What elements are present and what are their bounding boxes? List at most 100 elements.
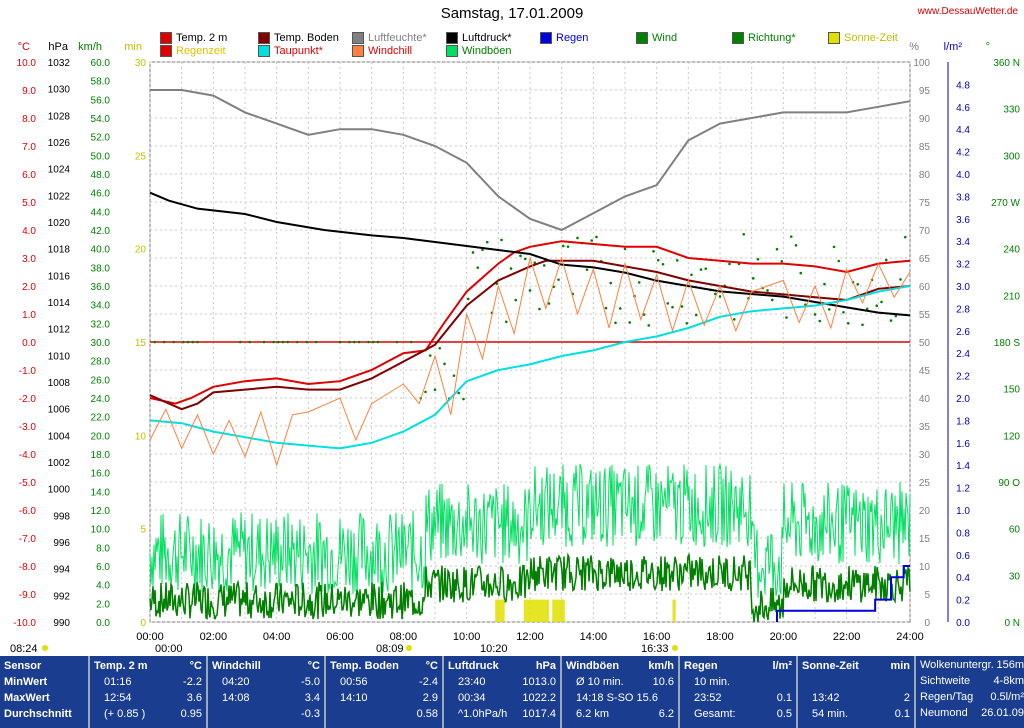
series-regen [776, 565, 910, 622]
axis-header-dir: ° [986, 41, 990, 53]
rain-tick: 1.8 [956, 416, 970, 427]
legend-label: Temp. 2 m [176, 32, 228, 44]
series-richtung-dot [661, 262, 665, 266]
hum-tick: 70 [919, 226, 931, 237]
legend-item-9: Wind [636, 32, 677, 44]
legend-label: Temp. Boden [274, 32, 339, 44]
dir-tick: 60 [1009, 525, 1021, 536]
legend-item-6: Luftdruck* [446, 32, 512, 44]
series-richtung-dot [846, 322, 850, 325]
legend-item-0: Temp. 2 m [160, 32, 227, 44]
series-richtung-dot [675, 259, 679, 262]
series-richtung-dot [671, 305, 674, 309]
series-richtung-dot [842, 310, 845, 314]
series-richtung-dot [476, 266, 480, 269]
extra-value-0: 156m [996, 659, 1024, 671]
series-richtung-dot [238, 340, 242, 344]
c-luftdruck-header: Luftdruck [448, 660, 499, 672]
wind-tick: 38.0 [91, 263, 111, 274]
stats-col-regen: Regen l/m² 10 min. 23:52 0.1 Gesamt: 0.5 [678, 656, 796, 728]
c-sonne-time-2: 54 min. [812, 708, 849, 720]
series-richtung-dot [500, 238, 503, 242]
press-tick: 990 [53, 618, 70, 629]
series-richtung-dot [680, 305, 684, 308]
c-sonne-value-2: 0.1 [894, 708, 910, 720]
hum-tick: 75 [919, 198, 931, 209]
series-richtung-dot [153, 340, 157, 344]
c-luftdruck-value-1: 1022.2 [522, 692, 556, 704]
c-luftdruck-time-2: ^1.0hPa/h [458, 708, 508, 720]
legend-swatch [446, 32, 458, 44]
series-richtung-dot [191, 340, 195, 344]
press-tick: 992 [53, 591, 70, 602]
x-tick: 10:00 [453, 631, 481, 643]
axis-header-wind: km/h [78, 41, 102, 53]
axis-header-hum: % [909, 41, 919, 53]
series-richtung-dot [614, 321, 617, 325]
legend-label: Regenzeit [176, 45, 226, 57]
press-tick: 1000 [48, 485, 71, 496]
rain-tick: 0.6 [956, 551, 970, 562]
extra-value-3: 26.01.09 [981, 707, 1024, 719]
series-richtung-dot [433, 388, 437, 392]
hum-tick: 50 [919, 338, 931, 349]
legend-label: Luftdruck* [462, 32, 512, 44]
c-temp2m-value-2: 0.95 [180, 708, 202, 720]
min-tick: 25 [135, 151, 147, 162]
wind-tick: 52.0 [91, 133, 111, 144]
series-richtung-dot [466, 297, 470, 301]
series-richtung-dot [704, 267, 708, 270]
wind-tick: 60.0 [91, 58, 111, 69]
series-richtung-dot [699, 268, 703, 271]
stats-col-boden: Temp. Boden °C 00:56 -2.4 14:10 2.9 0.58 [324, 656, 442, 728]
series-richtung-dot [889, 319, 893, 322]
series-richtung-dot [196, 340, 199, 344]
c-windboeen-value-0: 10.6 [652, 676, 674, 688]
x-tick: 20:00 [770, 631, 798, 643]
c-regen-time-2: Gesamt: [694, 708, 736, 720]
temp-tick: 8.0 [22, 114, 36, 125]
series-richtung-dot [557, 278, 560, 281]
series-richtung-dot [899, 278, 902, 281]
stats-col-windchill: Windchill °C 04:20 -5.0 14:08 3.4 -0.3 [206, 656, 324, 728]
series-richtung-dot [637, 281, 641, 284]
sunrise-label: 08:24 [10, 643, 38, 655]
hum-tick: 90 [919, 114, 931, 125]
rain-tick: 0.2 [956, 596, 970, 607]
series-richtung-dot [585, 268, 589, 271]
press-tick: 1026 [48, 138, 71, 149]
hum-tick: 85 [919, 142, 931, 153]
rain-tick: 2.2 [956, 372, 970, 383]
c-windboeen-value-2: 6.2 [658, 708, 674, 720]
series-richtung-dot [728, 262, 731, 266]
stats-header-sensor: Sensor [4, 660, 42, 672]
x-tick: 18:00 [706, 631, 734, 643]
hum-tick: 30 [919, 450, 931, 461]
c-luftdruck-value-2: 1017.4 [522, 708, 556, 720]
series-richtung-dot [533, 261, 537, 265]
moonrise-label: 08:09 [376, 643, 404, 655]
c-temp2m-value-1: 3.6 [186, 692, 202, 704]
series-richtung-dot [576, 236, 579, 240]
stats-col-sensor: Sensor MinWert MaxWert Durchschnitt [0, 656, 86, 728]
x-tick: 00:00 [136, 631, 164, 643]
hum-tick: 80 [919, 170, 931, 181]
c-windchill-time-1: 14:08 [222, 692, 250, 704]
c-sonne-header: Sonne-Zeit [802, 660, 859, 672]
series-2 [150, 89, 911, 232]
series-richtung-dot [276, 340, 280, 344]
dir-tick: 180 S [994, 338, 1020, 349]
press-tick: 1022 [48, 191, 71, 202]
extra-label-1: Sichtweite [920, 675, 971, 687]
series-richtung-dot [694, 313, 698, 317]
rain-tick: 3.4 [956, 237, 970, 248]
series-richtung-dot [618, 307, 622, 310]
series-richtung-dot [903, 235, 907, 239]
hum-tick: 35 [919, 422, 931, 433]
temp-tick: -1.0 [19, 366, 37, 377]
c-boden-header: Temp. Boden [330, 660, 399, 672]
c-windchill-value-1: 3.4 [304, 692, 320, 704]
rain-tick: 3.6 [956, 215, 970, 226]
hum-tick: 55 [919, 310, 931, 321]
site-link[interactable]: www.DessauWetter.de [917, 6, 1018, 17]
